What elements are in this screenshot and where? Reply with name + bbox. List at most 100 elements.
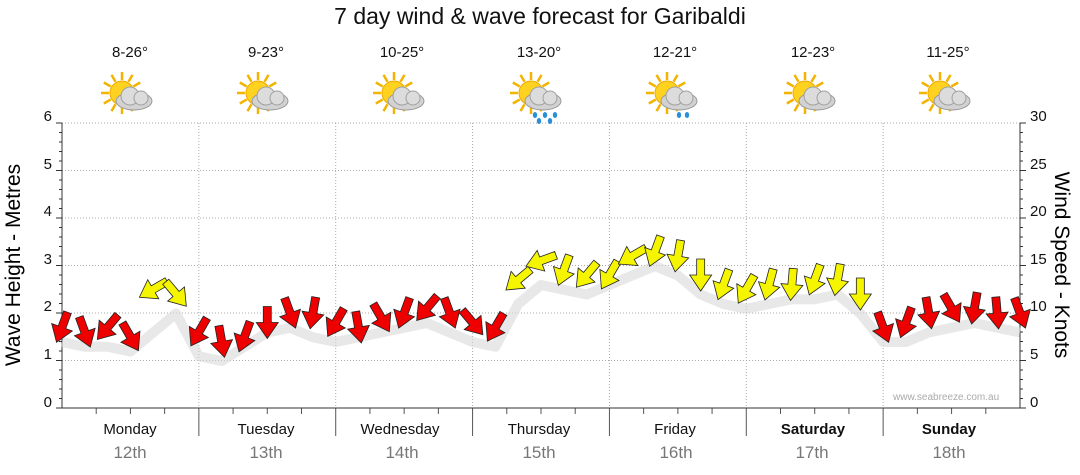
wind-arrow-mark [666,239,690,273]
day-temperature: 12-21° [652,44,698,61]
wind-arrow-shape [301,296,325,330]
wind-arrow-mark [736,272,759,304]
wind-arrow-shape [438,296,461,329]
wind-arrow-shape [346,310,371,344]
wind-arrow-shape [917,296,941,330]
date-label: 18th [932,443,966,462]
wind-arrow-shape [393,296,416,329]
y-right-tick: 25 [1030,156,1047,173]
chart-title: 7 day wind & wave forecast for Garibaldi [334,3,746,29]
y-left-tick: 2 [43,298,52,315]
wind-arrow-mark [416,292,441,322]
wind-arrow-shape [369,301,392,333]
day-label: Tuesday [237,421,295,438]
wind-arrow-mark [301,296,325,330]
date-label: 13th [249,443,283,462]
wind-arrow-shape [118,320,141,352]
wind-arrow-mark [552,253,575,286]
wind-arrow-shape [458,307,484,336]
wind-arrow-shape [644,234,667,267]
rain-showers-icon [510,72,562,124]
y-left-tick: 3 [43,251,52,268]
wind-arrow-mark [644,234,667,267]
wind-arrow-mark [438,296,461,329]
wind-arrow-shape [736,272,759,304]
wind-arrow-mark [325,306,348,337]
day-temperature: 9-23° [247,44,285,61]
wind-arrow-mark [1008,296,1031,329]
y-right-tick: 30 [1030,108,1047,125]
wind-arrow-shape [96,311,122,341]
wind-arrow-mark [96,311,122,341]
wind-arrow-mark [505,265,534,291]
wind-arrow-shape [162,278,187,307]
wind-arrow-mark [51,310,74,343]
day-label: Thursday [507,421,571,438]
wind-arrow-mark [757,267,781,301]
credit-text: www.seabreeze.com.au [893,392,1000,403]
partly-cloudy-icon [237,72,289,114]
wind-arrow-shape [871,310,895,343]
y-axis-right-label: Wind Speed - Knots [1050,171,1073,359]
day-temperature: 12-23° [790,44,836,61]
wind-arrow-shape [233,319,256,353]
date-label: 17th [795,443,829,462]
wind-arrow-mark [233,319,256,353]
day-label: Sunday [921,421,977,438]
wind-arrow-shape [525,249,558,272]
wind-arrow-shape [688,258,713,292]
date-label: 16th [659,443,693,462]
wind-arrow-mark [162,278,187,307]
wind-arrow-mark [803,262,826,296]
day-temperature: 8-26° [111,44,149,61]
y-left-tick: 1 [43,346,52,363]
day-label: Wednesday [360,421,440,438]
day-temperature: 10-25° [379,44,425,61]
wind-arrow-shape [278,296,302,329]
partly-cloudy-icon [784,72,836,114]
wind-arrow-shape [780,267,804,302]
wind-arrow-shape [575,259,601,288]
date-label: 14th [385,443,419,462]
partly-cloudy-icon [919,72,971,114]
wind-arrow-shape [485,310,508,342]
wind-arrow-mark [939,291,962,323]
wind-arrow-shape [985,296,1009,330]
wind-arrow-mark [575,259,601,288]
date-label: 15th [522,443,556,462]
y-left-tick: 4 [43,203,52,220]
y-right-tick: 20 [1030,203,1047,220]
date-label: 12th [113,443,147,462]
wind-arrow-shape [803,262,826,296]
y-left-tick: 0 [43,394,52,411]
wind-arrow-shape [826,262,850,297]
wind-arrow-mark [255,306,280,340]
day-temperature: 11-25° [926,44,970,61]
wave-height-line [60,261,1022,366]
wind-arrow-shape [188,315,211,347]
wind-arrow-shape [1008,296,1031,329]
wind-arrow-mark [485,310,508,342]
y-right-tick: 10 [1030,298,1047,315]
wind-arrow-mark [393,296,416,329]
wind-arrow-shape [505,265,534,291]
wind-arrow-shape [325,306,348,337]
wind-arrow-shape [51,310,74,343]
wind-arrow-mark [985,296,1009,330]
wind-arrow-mark [962,291,987,325]
wind-arrow-shape [666,239,690,273]
y-right-tick: 5 [1030,346,1039,363]
wind-arrow-mark [118,320,141,352]
wind-arrow-mark [599,258,622,290]
wind-arrow-mark [895,305,918,339]
wind-arrow-mark [871,310,895,343]
wind-arrow-mark [188,315,211,347]
wind-arrow-mark [826,262,850,297]
partly-cloudy-icon [373,72,425,114]
light-rain-icon [646,72,698,118]
wind-arrow-mark [848,277,873,311]
y-right-tick: 0 [1030,394,1039,411]
day-temperature: 13-20° [516,44,562,61]
wind-arrow-shape [552,253,575,286]
